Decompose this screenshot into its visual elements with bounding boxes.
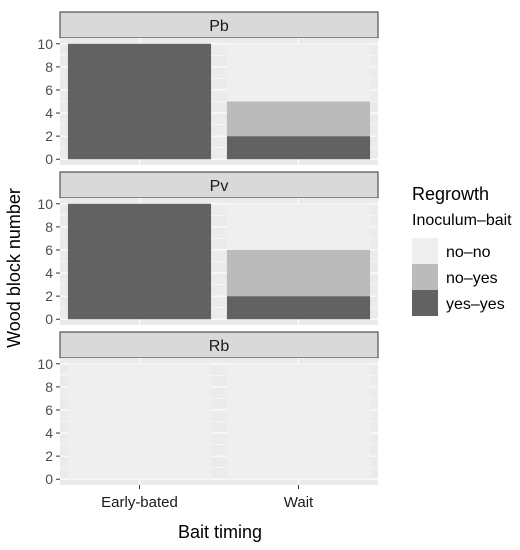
y-tick-label: 10	[37, 356, 53, 372]
y-axis-label: Wood block number	[4, 188, 24, 348]
y-tick-label: 6	[45, 82, 53, 98]
bar-segment-rb-early-bated-no-no	[67, 363, 212, 480]
facet-panel-rb: Rb 0 2 4 6 8 10 Early-bated Wait	[37, 331, 379, 511]
y-tick-label: 0	[45, 151, 53, 167]
x-axis-label: Bait timing	[178, 522, 262, 542]
y-tick-label: 2	[45, 448, 53, 464]
y-tick-label: 6	[45, 402, 53, 418]
y-tick-label: 2	[45, 288, 53, 304]
legend-items: no–no no–yes yes–yes	[412, 238, 505, 316]
legend-title: Regrowth	[412, 184, 489, 204]
bar-segment-pv-wait-no-no	[226, 203, 371, 250]
facet-strip	[59, 11, 379, 39]
y-tick-label: 0	[45, 471, 53, 487]
y-tick-label: 2	[45, 128, 53, 144]
bar-segment-pb-wait-yes-yes	[226, 136, 371, 160]
facet-panels: Pb 0 2 4 6 8 10 Pv 0 2 4 6 8 10 Rb 0 2 4 6 8 10 Early-bated Wa…	[37, 11, 379, 511]
y-tick-label: 4	[45, 105, 53, 121]
y-tick-label: 10	[37, 36, 53, 52]
bar-segment-pb-early-bated-yes-yes	[67, 43, 212, 160]
facet-strip-label: Rb	[209, 338, 230, 355]
y-tick-label: 0	[45, 311, 53, 327]
bar-segment-pv-wait-yes-yes	[226, 296, 371, 320]
bar-segment-pb-wait-no-yes	[226, 101, 371, 137]
legend-label-yes-yes: yes–yes	[446, 296, 505, 313]
legend-label-no-yes: no–yes	[446, 270, 498, 287]
y-tick-label: 10	[37, 196, 53, 212]
x-tick-label: Wait	[284, 494, 314, 511]
legend-key-no-no	[412, 238, 438, 264]
legend-label-no-no: no–no	[446, 244, 491, 261]
y-tick-label: 4	[45, 265, 53, 281]
facet-strip-label: Pb	[209, 18, 229, 35]
legend: Regrowth Inoculum–bait no–no no–yes yes–ye…	[412, 184, 512, 316]
y-tick-label: 6	[45, 242, 53, 258]
facet-strip	[59, 331, 379, 359]
facet-strip-label: Pv	[210, 178, 229, 195]
legend-key-no-yes	[412, 264, 438, 290]
legend-subtitle: Inoculum–bait	[412, 212, 512, 229]
facet-panel-pv: Pv 0 2 4 6 8 10	[37, 171, 379, 327]
bar-segment-pv-wait-no-yes	[226, 249, 371, 297]
y-tick-label: 4	[45, 425, 53, 441]
x-tick-label: Early-bated	[101, 494, 178, 511]
bar-segment-rb-wait-no-no	[226, 363, 371, 480]
bar-segment-pb-wait-no-no	[226, 43, 371, 102]
legend-key-yes-yes	[412, 290, 438, 316]
y-tick-label: 8	[45, 379, 53, 395]
y-tick-label: 8	[45, 59, 53, 75]
bar-segment-pv-early-bated-yes-yes	[67, 203, 212, 320]
y-tick-label: 8	[45, 219, 53, 235]
facet-panel-pb: Pb 0 2 4 6 8 10	[37, 11, 379, 167]
